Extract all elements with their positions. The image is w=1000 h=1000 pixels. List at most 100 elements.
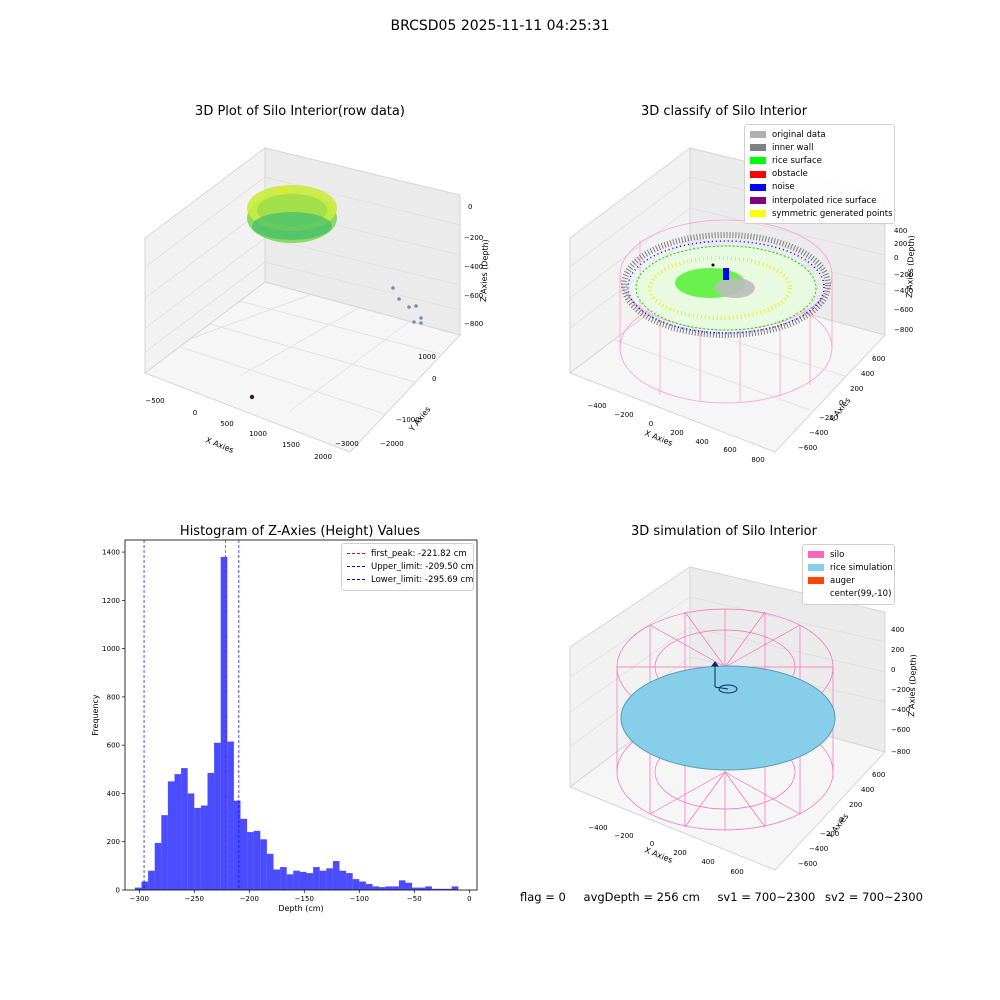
histogram-bar [405, 882, 413, 890]
histogram-chart: 0 200 400 600 800 1000 1200 1400 −300 −250 −200 −1… [91, 539, 478, 913]
classify-legend-label: symmetric generated points [772, 208, 893, 219]
classify-legend-entry: rice surface [750, 154, 889, 167]
classify-x-ticks: −400 −200 0 200 400 600 800 [587, 402, 764, 464]
classify-x-tick: 400 [695, 438, 708, 446]
histogram-bar [346, 873, 353, 890]
histogram-bar [445, 888, 452, 890]
histogram-bar [247, 832, 254, 890]
histogram-y-tick-label: 1200 [102, 597, 120, 605]
histogram-bar [181, 768, 188, 890]
histogram-bar [306, 873, 314, 890]
simulation-x-tick: 400 [701, 858, 714, 866]
histogram-y-tick-label: 0 [116, 887, 120, 895]
raw-x-tick: 1000 [249, 430, 267, 438]
histogram-legend-label: first_peak: -221.82 cm [371, 548, 467, 559]
classify-legend-entry: interpolated rice surface [750, 194, 889, 207]
histogram-bar [412, 887, 419, 890]
classify-legend-label: interpolated rice surface [772, 195, 877, 206]
histogram-legend-line [347, 566, 365, 568]
classify-y-tick: −600 [798, 444, 817, 452]
simulation-legend-label: center(99,-10) [830, 589, 892, 600]
simulation-legend-entry: center(99,-10) [808, 588, 892, 601]
histogram-bar [273, 869, 281, 890]
simulation-z-tick: 0 [891, 666, 895, 674]
classify-legend-swatch [750, 183, 766, 191]
classify-legend-swatch [750, 131, 766, 139]
raw-x-tick: 2000 [314, 453, 332, 461]
simulation-z-label: Z Axies (Depth) [907, 654, 918, 717]
histogram-legend-line [347, 579, 365, 581]
raw-z-tick: −400 [464, 263, 483, 271]
classify-point-cloud [621, 232, 831, 338]
histogram-bar [293, 870, 300, 890]
classify-z-tick: −600 [894, 306, 913, 314]
histogram-bar [214, 742, 221, 890]
classify-z-tick: 0 [894, 254, 898, 262]
histogram-bar [385, 886, 393, 890]
simulation-legend-entry: silo [808, 548, 889, 561]
simulation-x-tick: −400 [588, 824, 607, 832]
histogram-bar [187, 793, 195, 890]
histogram-y-tick-label: 600 [107, 742, 120, 750]
raw-outlier-points [391, 286, 423, 325]
histogram-x-ticks: −300 −250 −200 −150 −100 −50 0 [130, 890, 472, 903]
histogram-bar [220, 556, 228, 890]
histogram-x-label: Depth (cm) [278, 904, 323, 913]
raw-y-tick: 1000 [418, 353, 436, 361]
histogram-x-tick-label: −50 [407, 895, 422, 903]
histogram-bar [372, 886, 380, 890]
histogram-bar [240, 818, 248, 890]
simulation-z-tick: −800 [891, 748, 910, 756]
classify-legend-entry: original data [750, 128, 889, 141]
figure-title: BRCSD05 2025-11-11 04:25:31 [390, 18, 610, 34]
simulation-x-ticks: −400 −200 0 200 400 600 [588, 824, 743, 876]
histogram-bar [207, 772, 215, 890]
classify-legend-swatch [750, 144, 766, 152]
simulation-y-tick: −400 [809, 845, 828, 853]
simulation-rice-surface [620, 665, 836, 771]
raw-point-cloud [247, 185, 337, 243]
histogram-bar [253, 830, 261, 890]
histogram-bar [438, 888, 446, 890]
classify-legend-entry: noise [750, 181, 889, 194]
classify-legend-entry: inner wall [750, 141, 889, 154]
simulation-legend-entry: auger [808, 574, 889, 587]
classify-x-tick: −400 [587, 402, 606, 410]
histogram-bar [167, 781, 175, 890]
simulation-y-ticks: 600 400 200 0 −200 −400 −600 [798, 771, 885, 868]
simulation-z-ticks: 400 200 0 −200 −400 −600 −800 [891, 626, 910, 756]
sv1-text: sv1 = 700~2300 [717, 890, 816, 904]
histogram-bar [379, 887, 386, 890]
histogram-bar [313, 867, 320, 890]
classify-x-tick: 800 [751, 456, 764, 464]
histogram-bars [134, 556, 459, 890]
raw-z-tick: −600 [464, 292, 483, 300]
histogram-y-tick-label: 200 [107, 838, 120, 846]
simulation-legend-swatch [808, 564, 824, 572]
histogram-bar [418, 887, 426, 890]
classify-z-tick: −400 [894, 287, 913, 295]
simulation-y-tick: 0 [839, 816, 843, 824]
classify-legend-label: noise [772, 182, 795, 193]
raw-z-tick: 0 [468, 203, 472, 211]
histogram-bar [319, 870, 327, 890]
histogram-legend: first_peak: -221.82 cm Upper_limit: -209.… [341, 543, 474, 591]
classify-3d-plot: −400 −200 0 200 400 600 800 X Axies 600 … [568, 147, 916, 464]
raw-panel-title: 3D Plot of Silo Interior(row data) [195, 104, 405, 119]
raw-x-tick: 1500 [282, 441, 300, 449]
histogram-legend-entry: Upper_limit: -209.50 cm [347, 560, 474, 573]
simulation-y-tick: 200 [849, 801, 862, 809]
histogram-bar [280, 867, 287, 890]
simulation-z-tick: −200 [891, 686, 910, 694]
histogram-bar [425, 886, 432, 890]
simulation-legend-swatch [808, 577, 824, 585]
raw-z-tick: −800 [464, 320, 483, 328]
classify-z-label: Z Axies (Depth) [905, 235, 916, 298]
classify-z-tick: −800 [894, 326, 913, 334]
classify-legend-label: original data [772, 129, 826, 140]
histogram-bar [326, 868, 333, 890]
classify-legend-swatch [750, 170, 766, 178]
raw-3d-plot: −500 0 500 1000 1500 2000 X Axies 1000 0… [143, 147, 490, 461]
histogram-bar [299, 871, 307, 890]
histogram-legend-line [347, 553, 365, 555]
